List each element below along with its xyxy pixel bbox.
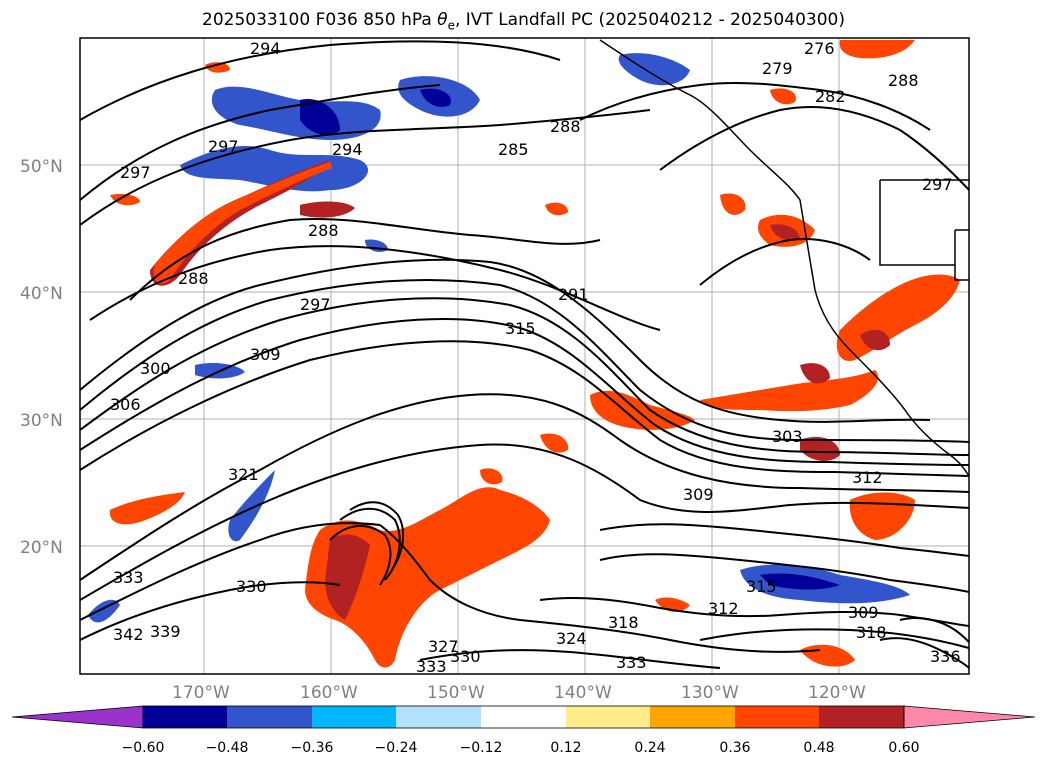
colorbar-segment xyxy=(481,706,566,728)
colorbar-tick-labels: −0.60 −0.48 −0.36 −0.24 −0.12 0.12 0.24 … xyxy=(122,740,920,756)
contour-label: 318 xyxy=(608,613,639,632)
contour-label: 327 xyxy=(428,637,459,656)
colorbar-tick-label: −0.60 xyxy=(122,740,165,756)
colorbar-extend-min xyxy=(11,705,144,729)
colorbar-segment xyxy=(819,706,904,728)
chart-title: 2025033100 F036 850 hPa θe, IVT Landfall… xyxy=(202,10,845,33)
coastline xyxy=(599,39,969,477)
contour-label: 309 xyxy=(848,603,879,622)
contour-label: 282 xyxy=(815,87,846,106)
contour-label: 339 xyxy=(150,622,181,641)
lon-label: 160°W xyxy=(300,683,358,703)
lon-label: 120°W xyxy=(808,683,866,703)
contour-label: 288 xyxy=(178,269,209,288)
contour-label: 300 xyxy=(140,359,171,378)
colorbar xyxy=(11,705,1036,729)
contour-label: 276 xyxy=(804,39,835,58)
contour-label: 294 xyxy=(250,39,281,58)
colorbar-segment xyxy=(735,706,819,728)
lat-label: 20°N xyxy=(20,538,63,558)
contour-label: 330 xyxy=(450,647,481,666)
contour-label: 294 xyxy=(332,140,363,159)
contour-label: 303 xyxy=(772,427,803,446)
colorbar-tick-label: 0.48 xyxy=(803,740,834,756)
longitude-labels: 170°W 160°W 150°W 140°W 130°W 120°W xyxy=(172,683,866,703)
contour-label: 285 xyxy=(498,140,529,159)
contour-label: 297 xyxy=(300,295,331,314)
contour-label: 315 xyxy=(505,319,536,338)
theta-e-contours xyxy=(80,40,969,669)
contour-label: 312 xyxy=(708,599,739,618)
contour-label: 333 xyxy=(113,568,144,587)
colorbar-tick-label: 0.36 xyxy=(719,740,750,756)
contour-label: 312 xyxy=(852,468,883,487)
contour-label: 306 xyxy=(110,395,141,414)
map-border xyxy=(79,37,970,675)
contour-label: 336 xyxy=(930,647,961,666)
colorbar-segment xyxy=(143,706,227,728)
colorbar-extend-max xyxy=(903,705,1036,729)
colorbar-segment xyxy=(650,706,735,728)
colorbar-segment xyxy=(566,706,650,728)
contour-label: 288 xyxy=(308,221,339,240)
contour-label: 318 xyxy=(856,623,887,642)
colorbar-tick-label: 0.24 xyxy=(634,740,665,756)
colorbar-segment xyxy=(312,706,396,728)
colorbar-segment xyxy=(396,706,481,728)
colorbar-tick-label: −0.12 xyxy=(460,740,503,756)
contour-label: 342 xyxy=(113,625,144,644)
contour-label: 309 xyxy=(250,345,281,364)
colorbar-tick-label: 0.60 xyxy=(888,740,919,756)
lat-label: 40°N xyxy=(20,284,63,304)
contour-label: 297 xyxy=(120,163,151,182)
colorbar-tick-label: 0.12 xyxy=(550,740,581,756)
lat-label: 50°N xyxy=(20,157,63,177)
contour-label: 297 xyxy=(208,137,239,156)
latitude-labels: 50°N 40°N 30°N 20°N xyxy=(20,157,63,558)
lon-label: 130°W xyxy=(681,683,739,703)
contour-label: 291 xyxy=(558,285,589,304)
lon-label: 140°W xyxy=(554,683,612,703)
contour-labels: 294 297 297 294 288 288 297 288 285 291 … xyxy=(110,39,961,676)
contour-label: 288 xyxy=(888,71,919,90)
contour-label: 309 xyxy=(683,485,714,504)
contour-label: 333 xyxy=(416,657,447,676)
lat-label: 30°N xyxy=(20,411,63,431)
contour-label: 333 xyxy=(616,653,647,672)
colorbar-segment xyxy=(227,706,312,728)
colorbar-outline xyxy=(142,705,905,729)
lon-label: 150°W xyxy=(427,683,485,703)
colorbar-tick-label: −0.36 xyxy=(291,740,334,756)
contour-label: 297 xyxy=(922,175,953,194)
contour-label: 324 xyxy=(556,629,587,648)
colorbar-tick-label: −0.48 xyxy=(206,740,249,756)
map-content: 294 297 297 294 288 288 297 288 285 291 … xyxy=(80,38,969,676)
contour-label: 288 xyxy=(550,117,581,136)
lon-label: 170°W xyxy=(172,683,230,703)
contour-label: 321 xyxy=(228,465,259,484)
contour-label: 279 xyxy=(762,59,793,78)
contour-label: 330 xyxy=(236,577,267,596)
contour-label: 315 xyxy=(746,577,777,596)
colorbar-tick-label: −0.24 xyxy=(375,740,418,756)
